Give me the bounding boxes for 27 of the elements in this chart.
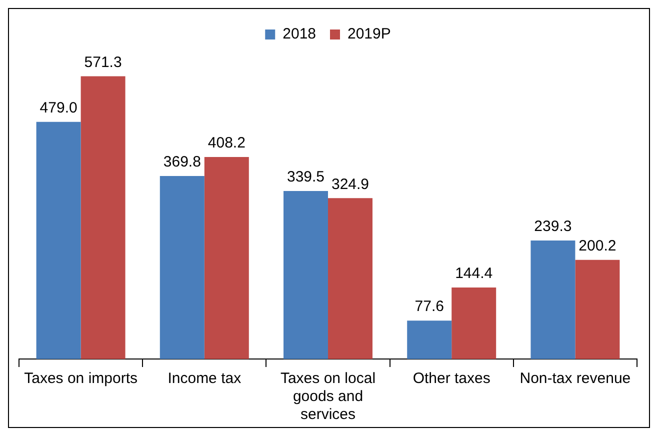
x-tick-label: Taxes on imports [24, 370, 138, 388]
data-label: 144.4 [455, 265, 493, 282]
data-label: 408.2 [208, 134, 246, 152]
bar [36, 122, 81, 359]
data-label: 324.9 [331, 176, 370, 193]
bar [204, 156, 249, 359]
x-tick-label: Taxes on local goods and services [280, 370, 376, 424]
data-label: 339.5 [286, 168, 325, 186]
data-label: 200.2 [578, 238, 616, 255]
data-label: 571.3 [84, 54, 122, 71]
bar [80, 76, 126, 359]
bar [160, 176, 204, 359]
x-tick-label: Other taxes [412, 370, 490, 388]
bar [407, 320, 452, 359]
x-tick-label: Income tax [168, 370, 242, 388]
data-label: 239.3 [534, 218, 572, 236]
bar [452, 288, 496, 359]
data-label: 369.8 [163, 154, 201, 171]
bar [328, 198, 372, 359]
legend-label: 2019P [348, 26, 391, 43]
bar [530, 240, 576, 359]
bar [284, 190, 328, 359]
legend-label: 2018 [282, 26, 316, 43]
bar [575, 260, 620, 359]
data-label: 479.0 [40, 100, 78, 117]
data-label: 77.6 [414, 298, 444, 316]
x-tick-label: Non-tax revenue [520, 370, 631, 388]
